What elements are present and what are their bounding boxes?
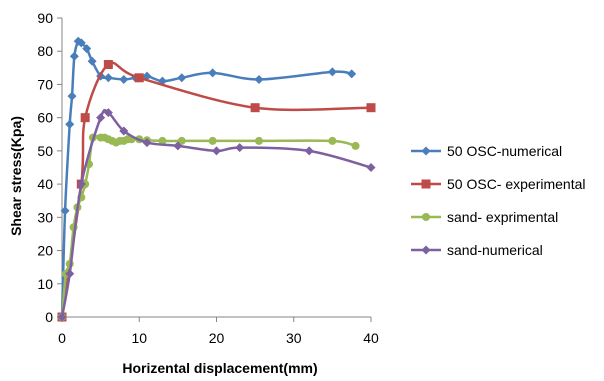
data-point	[235, 143, 245, 153]
data-point	[177, 136, 186, 145]
data-point	[65, 119, 75, 129]
data-point	[80, 113, 90, 123]
data-point	[208, 136, 217, 145]
series-3	[57, 108, 376, 322]
data-point	[103, 73, 113, 83]
series-1	[57, 60, 376, 322]
data-point	[119, 74, 129, 84]
legend-marker	[421, 146, 431, 156]
data-point	[134, 73, 144, 83]
y-tick-label: 10	[37, 276, 53, 292]
y-tick-label: 90	[37, 10, 53, 26]
data-point	[208, 68, 218, 78]
data-point	[304, 146, 314, 156]
data-point	[57, 312, 67, 322]
x-axis-ticks: 0 10 20 30 40	[58, 317, 379, 346]
data-point	[76, 179, 86, 189]
plot-area	[57, 36, 376, 322]
data-point	[366, 103, 376, 113]
series-line	[60, 39, 352, 318]
data-point	[76, 38, 86, 48]
y-axis-title: Shear stress(Kpa)	[8, 116, 24, 236]
data-point	[177, 73, 187, 83]
legend-label: 50 OSC-numerical	[447, 143, 562, 159]
y-tick-label: 30	[37, 209, 53, 225]
data-point	[347, 69, 357, 79]
data-point	[67, 91, 77, 101]
series-line	[60, 61, 372, 318]
legend-label: 50 OSC- experimental	[447, 176, 586, 192]
data-point	[254, 136, 263, 145]
series-2	[58, 133, 360, 321]
series-line	[60, 134, 356, 318]
data-point	[142, 138, 152, 148]
legend: 50 OSC-numerical 50 OSC- experimental sand…	[411, 143, 586, 258]
x-tick-label: 30	[286, 330, 302, 346]
y-tick-label: 20	[37, 243, 53, 259]
x-tick-label: 40	[363, 330, 379, 346]
data-point	[254, 74, 264, 84]
data-point	[158, 136, 167, 145]
y-tick-label: 60	[37, 110, 53, 126]
data-point	[173, 141, 183, 151]
y-axis-ticks: 0 10 20 30 40 50 60 70 80 90	[37, 10, 62, 325]
data-point	[328, 136, 337, 145]
y-tick-label: 80	[37, 43, 53, 59]
data-point	[250, 103, 260, 113]
y-tick-label: 40	[37, 176, 53, 192]
data-point	[60, 206, 70, 216]
data-point	[212, 146, 221, 156]
data-point	[87, 56, 97, 66]
legend-label: sand- exprimental	[447, 209, 558, 225]
legend-marker	[421, 179, 431, 189]
data-point	[69, 51, 79, 61]
legend-item: sand- exprimental	[411, 209, 558, 225]
data-point	[119, 126, 129, 136]
data-point	[327, 67, 337, 77]
legend-item: 50 OSC- experimental	[411, 176, 586, 192]
x-tick-label: 10	[131, 330, 147, 346]
y-tick-label: 50	[37, 143, 53, 159]
series-line	[60, 108, 372, 318]
data-point	[103, 60, 113, 70]
data-point	[65, 269, 75, 279]
legend-item: sand-numerical	[411, 242, 543, 258]
x-axis-title: Horizental displacement(mm)	[122, 360, 317, 376]
legend-marker	[421, 245, 431, 255]
data-point	[366, 163, 376, 172]
y-tick-label: 0	[45, 309, 53, 325]
data-point	[103, 108, 113, 118]
x-tick-label: 0	[58, 330, 66, 346]
legend-label: sand-numerical	[447, 242, 543, 258]
series-0	[57, 36, 357, 322]
legend-item: 50 OSC-numerical	[411, 143, 562, 159]
data-point	[351, 141, 360, 150]
legend-marker	[422, 213, 430, 221]
data-point	[82, 44, 92, 54]
y-tick-label: 70	[37, 76, 53, 92]
data-point	[96, 113, 106, 123]
x-tick-label: 20	[209, 330, 225, 346]
